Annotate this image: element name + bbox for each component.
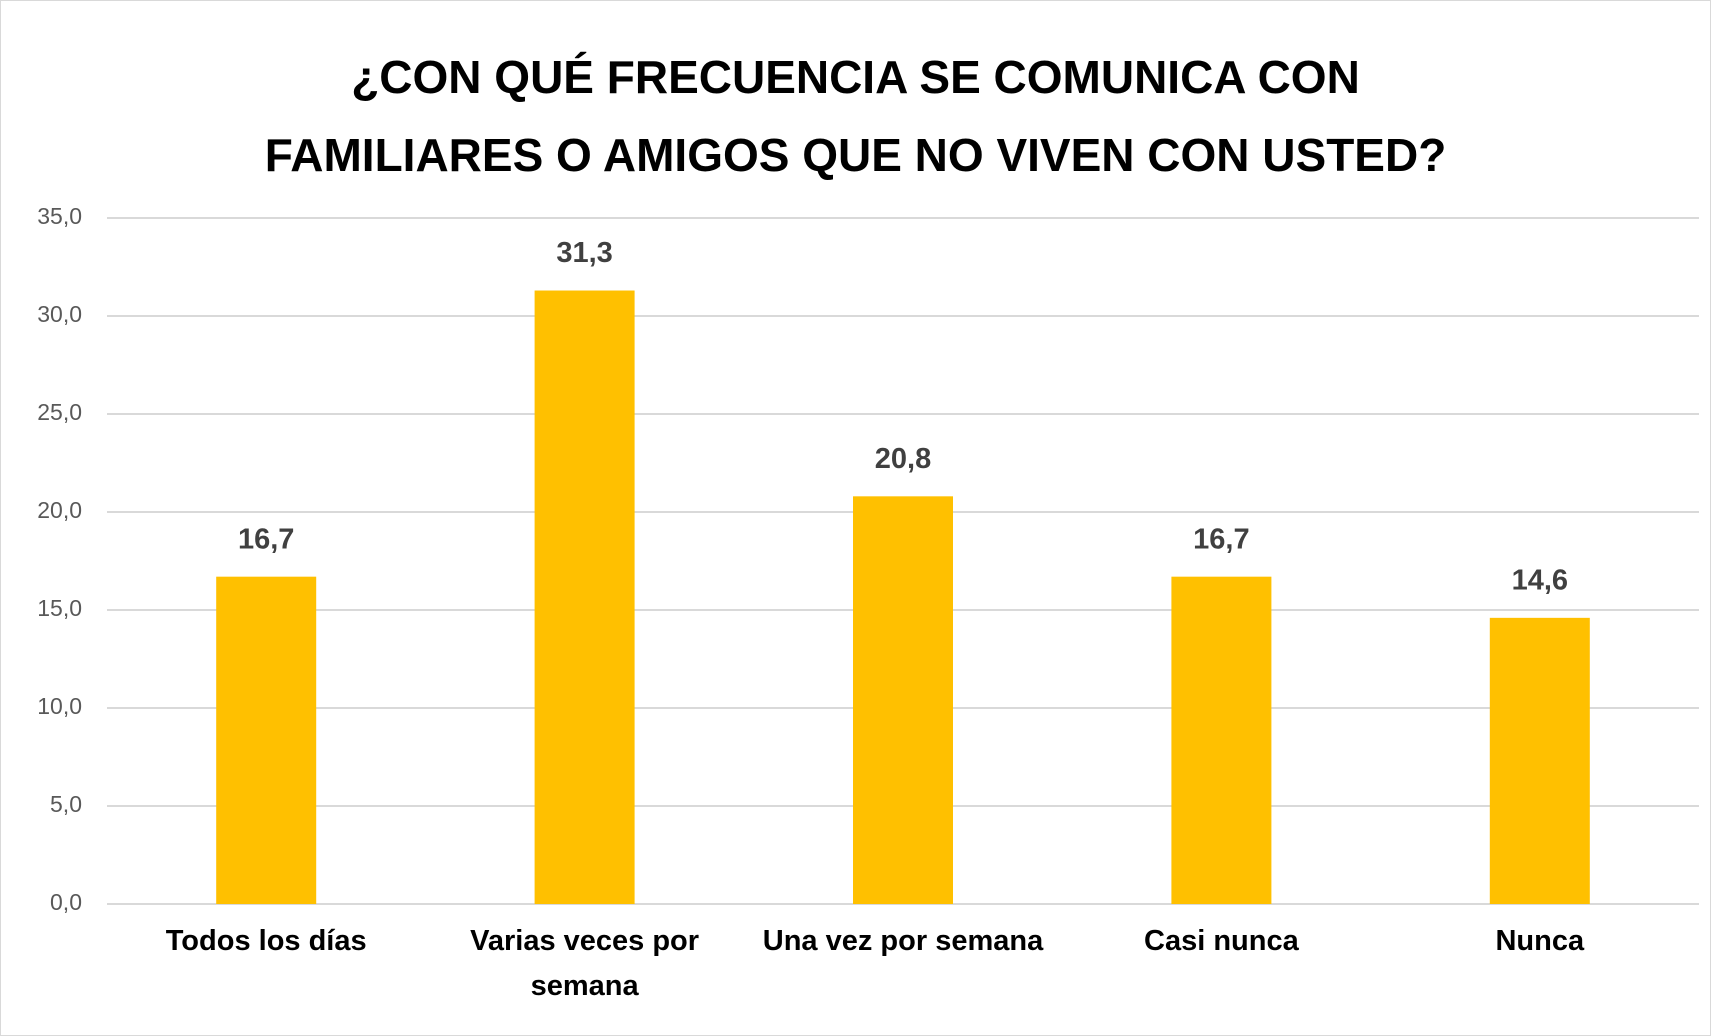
bar — [1171, 576, 1272, 904]
y-tick-label: 30,0 — [37, 301, 82, 327]
chart-title: ¿CON QUÉ FRECUENCIA SE COMUNICA CON FAMI… — [264, 51, 1447, 181]
x-tick-label: Casi nunca — [1144, 925, 1299, 957]
value-label: 14,6 — [1512, 564, 1568, 596]
x-tick-label: Varias veces por semana — [470, 925, 700, 1002]
value-label: 20,8 — [875, 443, 931, 475]
x-tick-label: Nunca — [1495, 925, 1585, 957]
y-tick-label: 0,0 — [50, 889, 82, 915]
bar — [534, 290, 635, 904]
y-tick-label: 25,0 — [37, 399, 82, 425]
y-tick-label: 35,0 — [37, 203, 82, 229]
y-tick-label: 10,0 — [37, 693, 82, 719]
bar — [216, 576, 317, 904]
bar — [1489, 617, 1590, 904]
y-tick-label: 20,0 — [37, 497, 82, 523]
value-label: 16,7 — [1193, 523, 1249, 555]
bar — [853, 496, 953, 904]
value-label: 31,3 — [556, 237, 612, 269]
x-tick-label: Una vez por semana — [762, 925, 1044, 957]
y-tick-label: 15,0 — [37, 595, 82, 621]
x-tick-label: Todos los días — [165, 925, 367, 957]
value-label: 16,7 — [238, 523, 294, 555]
y-tick-label: 5,0 — [50, 791, 82, 817]
